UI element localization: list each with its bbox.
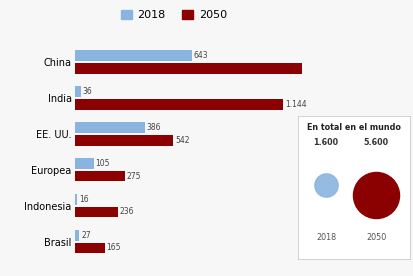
Text: 542: 542: [175, 136, 189, 145]
Text: 27: 27: [81, 231, 91, 240]
Text: 643: 643: [193, 51, 208, 60]
Text: 16: 16: [79, 195, 89, 204]
Text: 2050: 2050: [366, 233, 385, 242]
Text: 165: 165: [106, 243, 121, 252]
Text: 275: 275: [126, 172, 140, 181]
Bar: [74, 243, 104, 253]
Bar: [74, 99, 282, 110]
Legend: 2018, 2050: 2018, 2050: [116, 6, 231, 25]
Text: 2018: 2018: [315, 233, 335, 242]
Point: [322, 183, 328, 187]
Point: [372, 193, 379, 197]
Text: 36: 36: [83, 87, 93, 96]
Bar: [74, 122, 145, 133]
Text: En total en el mundo: En total en el mundo: [306, 123, 400, 132]
Bar: [74, 135, 173, 145]
Bar: [74, 171, 124, 181]
Bar: [74, 50, 191, 61]
Bar: [74, 206, 117, 217]
Text: 1.144: 1.144: [284, 100, 306, 109]
Text: 5.600: 5.600: [363, 139, 388, 147]
Text: 105: 105: [95, 159, 110, 168]
Bar: [74, 86, 81, 97]
Text: 1.600: 1.600: [313, 139, 338, 147]
Bar: [74, 230, 79, 241]
Text: 236: 236: [119, 208, 133, 216]
Text: 386: 386: [146, 123, 161, 132]
Bar: [74, 158, 93, 169]
Bar: [74, 63, 413, 74]
Bar: [74, 194, 77, 205]
